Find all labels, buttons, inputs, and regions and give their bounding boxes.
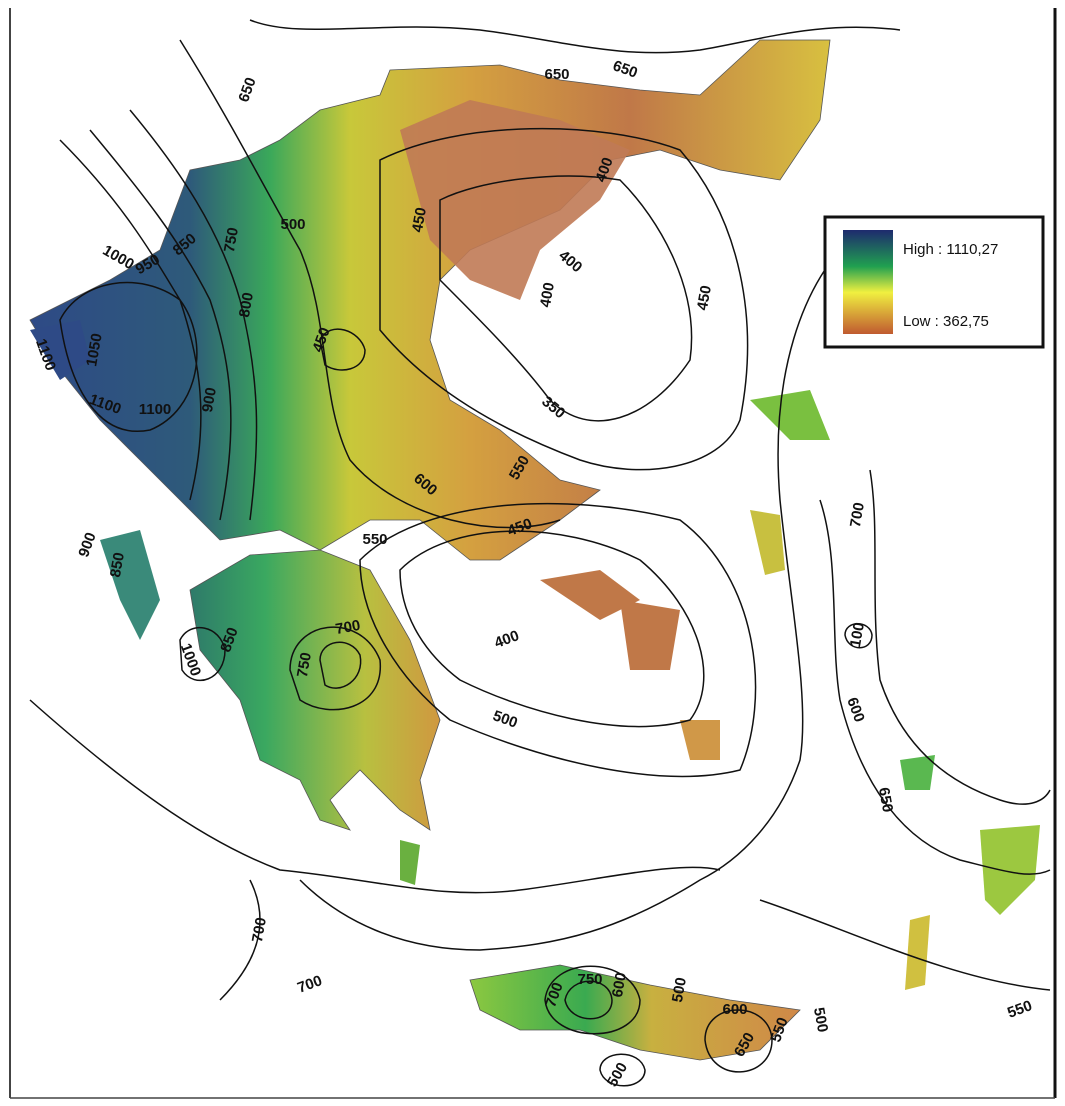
island: [620, 600, 680, 670]
island: [900, 755, 935, 790]
contour-label: 450: [694, 284, 715, 312]
contour-label: 1100: [139, 401, 172, 418]
contour-label: 550: [362, 531, 387, 548]
island: [680, 720, 720, 760]
low-region: [400, 100, 630, 300]
contour-label: 650: [544, 66, 569, 83]
contour-label: 500: [280, 216, 305, 233]
island: [540, 570, 640, 620]
contour-line: [249, 19, 901, 54]
contour-line: [379, 127, 749, 471]
contour-label: 400: [537, 281, 558, 309]
peloponnese: [189, 549, 441, 831]
contour-label: 700: [249, 916, 270, 944]
contour-line: [219, 879, 261, 1001]
contour-line: [359, 502, 757, 778]
contour-label: 100: [847, 621, 868, 649]
contour-label: 600: [609, 971, 630, 999]
island: [30, 320, 90, 380]
contour-label: 500: [810, 1006, 831, 1034]
contour-line: [129, 109, 258, 521]
contour-line: [399, 530, 705, 728]
contour-label: 450: [409, 206, 430, 234]
contour-line: [844, 623, 873, 649]
island: [400, 840, 420, 885]
contour-line: [439, 175, 693, 422]
contour-label: 750: [577, 971, 602, 988]
contour-line: [544, 965, 641, 1035]
contour-label: 600: [722, 1001, 747, 1018]
contour-line: [289, 626, 381, 711]
contour-label: 650: [875, 786, 896, 814]
contour-line: [319, 641, 362, 689]
contour-line: [179, 39, 561, 529]
contour-line: [179, 626, 226, 681]
contour-line: [599, 1053, 646, 1087]
contour-line: [564, 980, 613, 1020]
island: [750, 510, 785, 575]
contour-line: [869, 469, 1051, 805]
contour-label: 500: [669, 976, 690, 1004]
contour-line: [704, 1009, 773, 1073]
contours: [29, 19, 1051, 1087]
contour-label: 1050: [83, 332, 106, 368]
island: [100, 530, 160, 640]
contour-label: 700: [847, 501, 868, 529]
contour-label: 700: [334, 617, 362, 638]
island: [905, 915, 930, 990]
contour-line: [29, 699, 721, 894]
contour-line: [59, 281, 198, 432]
legend-low: Low : 362,75: [903, 313, 989, 330]
contour-line: [299, 229, 861, 951]
legend-ramp: [843, 230, 893, 334]
contour-line: [319, 328, 366, 371]
island: [750, 390, 830, 440]
island: [980, 825, 1040, 915]
contour-label: 800: [236, 291, 257, 319]
legend-high: High : 1110,27: [903, 241, 998, 258]
crete: [469, 964, 801, 1061]
contour-line: [759, 899, 1051, 991]
contour-label: 750: [221, 226, 242, 254]
contour-label: 850: [107, 551, 128, 579]
contour-line: [819, 499, 1051, 875]
contour-line: [89, 129, 232, 521]
contour-label: 750: [294, 651, 315, 679]
contour-label: 900: [199, 386, 220, 414]
